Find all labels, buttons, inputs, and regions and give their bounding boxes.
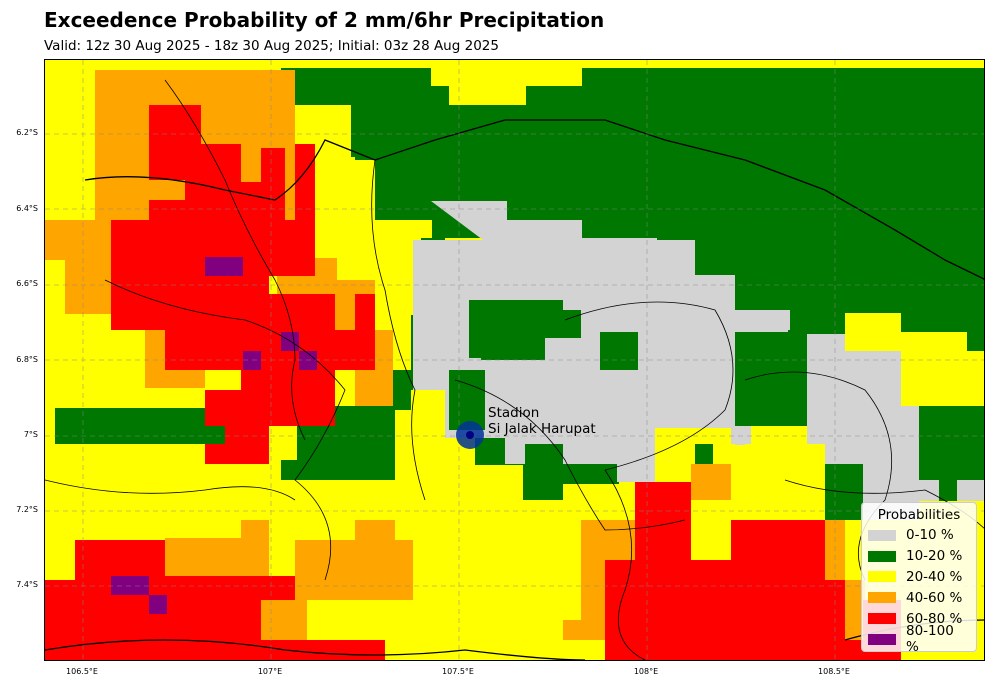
station-name-line1: Stadion [488,405,540,421]
gridlines [45,60,984,660]
legend-title: Probabilities [877,507,961,523]
legend-item: 60-80 % [868,608,970,629]
legend-swatch [868,571,896,583]
zone-0-10 [413,201,984,520]
lon-tick-label: 107°E [257,667,283,676]
legend-label: 10-20 % [906,548,963,565]
legend-item: 10-20 % [868,546,970,567]
lat-tick-label: 6.6°S [16,279,38,288]
lat-tick-label: 7°S [23,430,38,439]
legend-label: 0-10 % [906,527,954,544]
chart-subtitle: Valid: 12z 30 Aug 2025 - 18z 30 Aug 2025… [44,38,499,54]
lon-tick-label: 108.5°E [818,667,850,676]
probability-map[interactable] [44,59,985,661]
legend-swatch [868,592,896,604]
lat-tick-label: 7.4°S [16,580,38,589]
lat-tick-label: 7.2°S [16,505,38,514]
map-canvas [45,60,984,660]
lon-tick-label: 106.5°E [66,667,98,676]
legend-swatch [868,529,896,541]
lon-tick-label: 107.5°E [442,667,474,676]
legend-swatch [868,613,896,625]
legend: Probabilities 0-10 % 10-20 % 20-40 % 40-60 … [861,502,977,655]
legend-swatch [868,633,896,645]
legend-label: 60-80 % [906,610,963,627]
lon-tick-label: 108°E [633,667,659,676]
station-marker[interactable] [456,421,484,449]
lat-tick-label: 6.4°S [16,204,38,213]
station-name-line2: Si Jalak Harupat [488,421,596,437]
legend-label: 40-60 % [906,589,963,606]
lat-tick-label: 6.8°S [16,355,38,364]
chart-title: Exceedence Probability of 2 mm/6hr Preci… [44,8,605,32]
legend-swatch [868,550,896,562]
legend-item: 80-100 % [868,623,970,655]
legend-item: 20-40 % [868,567,970,588]
legend-label: 80-100 % [906,623,954,656]
zone-80-100 [111,257,317,614]
station-label: Stadion Si Jalak Harupat [488,405,628,437]
legend-item: 40-60 % [868,587,970,608]
legend-label: 20-40 % [906,568,963,585]
legend-item: 0-10 % [868,525,970,546]
lat-tick-label: 6.2°S [16,128,38,137]
